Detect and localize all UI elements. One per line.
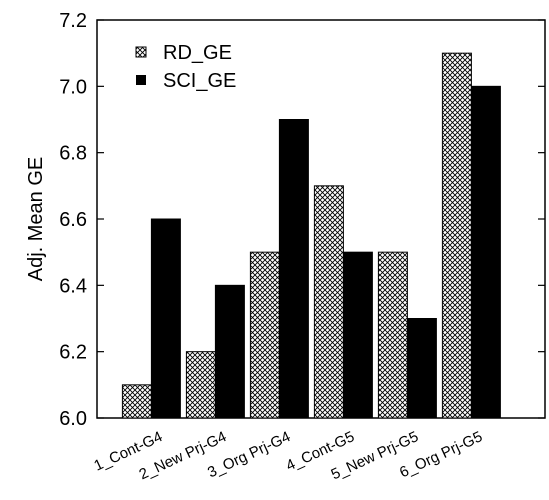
legend-label-sci-ge: SCI_GE: [163, 70, 236, 92]
bar-rd-ge: [377, 251, 408, 419]
y-tick-label: 6.4: [59, 275, 87, 297]
y-axis-title: Adj. Mean GE: [25, 157, 47, 282]
legend-swatch-rd-ge: [135, 46, 147, 58]
bar-sci-ge: [470, 85, 501, 419]
y-tick-label: 6.8: [59, 143, 87, 165]
y-axis-ticks: [97, 19, 545, 419]
bar-rd-ge: [121, 384, 152, 419]
bar-sci-ge: [406, 318, 437, 419]
bar-rd-ge: [185, 351, 216, 419]
bar-sci-ge: [278, 119, 309, 419]
bar-sci-ge: [150, 218, 181, 419]
legend-swatch-sci-ge: [136, 75, 146, 85]
bars: [121, 52, 501, 419]
bar-rd-ge: [313, 185, 344, 419]
bar-rd-ge: [249, 251, 280, 419]
legend: RD_GE SCI_GE: [135, 42, 236, 92]
legend-label-rd-ge: RD_GE: [163, 42, 232, 64]
y-tick-label: 7.2: [59, 10, 87, 32]
bar-sci-ge: [214, 284, 245, 419]
bar-rd-ge: [441, 52, 472, 419]
bar-sci-ge: [342, 251, 373, 419]
y-tick-label: 6.6: [59, 209, 87, 231]
y-axis-tick-labels: 6.0 6.2 6.4 6.6 6.8 7.0 7.2: [59, 10, 87, 430]
y-tick-label: 6.2: [59, 342, 87, 364]
y-tick-label: 7.0: [59, 76, 87, 98]
x-axis-tick-labels: 1_Cont-G42_New Prj-G43_Org Prj-G44_Cont-…: [91, 428, 485, 483]
y-tick-label: 6.0: [59, 408, 87, 430]
